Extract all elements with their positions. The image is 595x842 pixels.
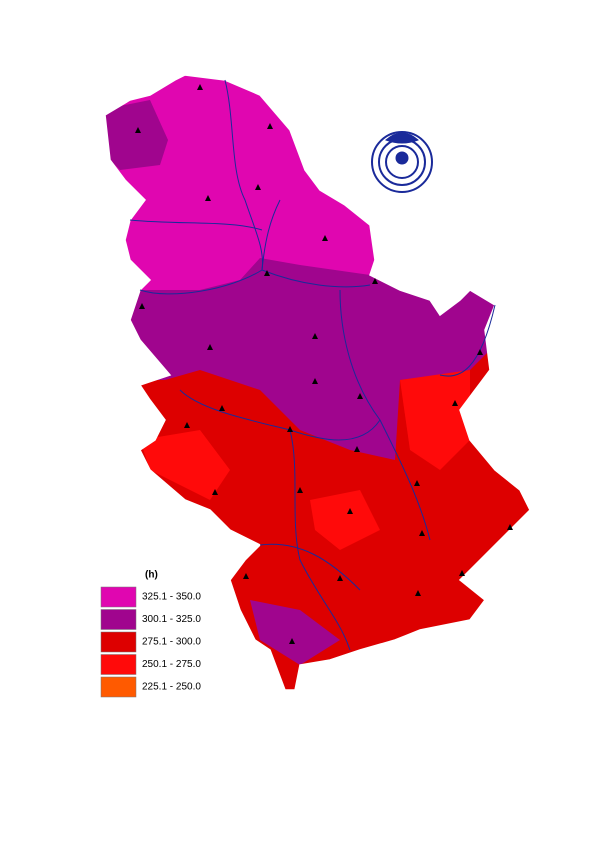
region-red-west <box>140 430 230 500</box>
stations <box>135 84 513 644</box>
legend-swatch <box>100 676 137 698</box>
legend-swatch <box>100 654 137 675</box>
legend-label: 300.1 - 325.0 <box>142 614 201 625</box>
legend-swatch <box>100 609 137 630</box>
region-purple-south <box>250 600 340 665</box>
legend-swatch <box>100 631 137 653</box>
legend: 325.1 - 350.0 300.1 - 325.0 275.1 - 300.0 2… <box>100 586 201 698</box>
legend-label: 225.1 - 250.0 <box>142 682 201 693</box>
border <box>104 74 531 691</box>
region-magenta <box>105 75 530 290</box>
region-red-center <box>310 490 380 550</box>
rivers <box>129 79 496 651</box>
map <box>105 75 530 690</box>
legend-title: (h) <box>145 570 158 581</box>
region-purple-nw <box>105 100 168 170</box>
legend-label: 325.1 - 350.0 <box>142 592 201 603</box>
legend-label: 250.1 - 275.0 <box>142 659 201 670</box>
legend-swatch <box>100 586 137 608</box>
region-red-east <box>400 370 470 470</box>
logo <box>371 131 433 193</box>
legend-label: 275.1 - 300.0 <box>142 637 201 648</box>
